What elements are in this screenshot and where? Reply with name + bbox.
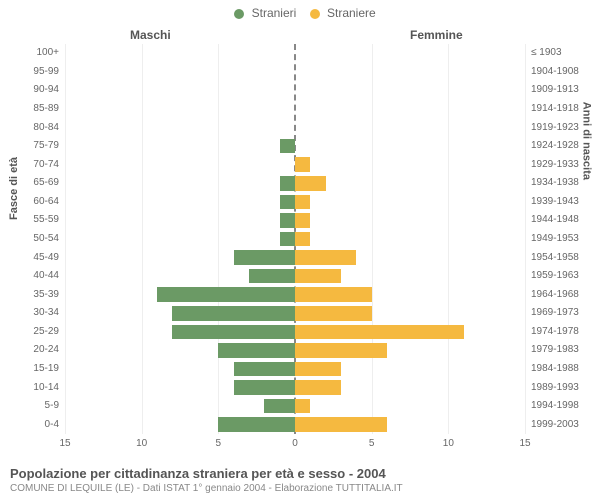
bar-male <box>280 139 295 153</box>
chart-footer: Popolazione per cittadinanza straniera p… <box>10 466 590 494</box>
y-left-label: 100+ <box>0 47 59 58</box>
y-left-label: 25-29 <box>0 326 59 337</box>
y-right-label: 1954-1958 <box>531 252 579 263</box>
y-right-label: 1959-1963 <box>531 270 579 281</box>
gridline <box>525 44 526 434</box>
bar-female <box>295 417 387 431</box>
y-left-label: 90-94 <box>0 84 59 95</box>
bar-female <box>295 269 341 283</box>
y-right-label: 1994-1998 <box>531 400 579 411</box>
y-right-label: 1929-1933 <box>531 159 579 170</box>
y-left-label: 95-99 <box>0 66 59 77</box>
bar-female <box>295 362 341 376</box>
bar-male <box>218 343 295 357</box>
x-tick-label: 5 <box>216 438 222 449</box>
gridline <box>372 44 373 434</box>
y-left-label: 70-74 <box>0 159 59 170</box>
bar-male <box>280 195 295 209</box>
y-left-label: 0-4 <box>0 419 59 430</box>
y-axis-right-title: Anni di nascita <box>580 102 592 180</box>
y-left-label: 50-54 <box>0 233 59 244</box>
y-left-label: 30-34 <box>0 307 59 318</box>
gridline <box>448 44 449 434</box>
y-left-label: 40-44 <box>0 270 59 281</box>
bar-male <box>249 269 295 283</box>
bar-female <box>295 325 464 339</box>
bar-female <box>295 232 310 246</box>
y-left-label: 15-19 <box>0 363 59 374</box>
bar-female <box>295 195 310 209</box>
legend: Stranieri Straniere <box>0 6 600 20</box>
x-tick-label: 15 <box>59 438 70 449</box>
y-left-label: 35-39 <box>0 289 59 300</box>
y-right-label: 1939-1943 <box>531 196 579 207</box>
bar-female <box>295 157 310 171</box>
gridline <box>142 44 143 434</box>
bar-female <box>295 380 341 394</box>
y-right-label: 1964-1968 <box>531 289 579 300</box>
chart-title: Popolazione per cittadinanza straniera p… <box>10 466 590 481</box>
y-right-label: 1969-1973 <box>531 307 579 318</box>
bar-male <box>280 232 295 246</box>
bar-male <box>280 213 295 227</box>
y-left-label: 55-59 <box>0 214 59 225</box>
bar-male <box>157 287 295 301</box>
bar-male <box>218 417 295 431</box>
legend-label-female: Straniere <box>327 6 376 20</box>
legend-label-male: Stranieri <box>252 6 297 20</box>
y-right-label: 1919-1923 <box>531 122 579 133</box>
bar-female <box>295 213 310 227</box>
bar-female <box>295 399 310 413</box>
bar-female <box>295 250 356 264</box>
chart-subtitle: COMUNE DI LEQUILE (LE) - Dati ISTAT 1° g… <box>10 483 590 494</box>
y-left-label: 60-64 <box>0 196 59 207</box>
x-tick-label: 15 <box>519 438 530 449</box>
bar-male <box>172 325 295 339</box>
x-tick-label: 0 <box>292 438 298 449</box>
bar-female <box>295 306 372 320</box>
y-left-label: 80-84 <box>0 122 59 133</box>
x-tick-label: 5 <box>369 438 375 449</box>
y-right-label: ≤ 1903 <box>531 47 562 58</box>
y-right-label: 1974-1978 <box>531 326 579 337</box>
y-right-label: 1999-2003 <box>531 419 579 430</box>
bar-male <box>264 399 295 413</box>
y-left-label: 65-69 <box>0 177 59 188</box>
y-right-label: 1934-1938 <box>531 177 579 188</box>
y-right-label: 1914-1918 <box>531 103 579 114</box>
female-side-title: Femmine <box>410 28 463 42</box>
x-tick-label: 10 <box>443 438 454 449</box>
y-left-label: 85-89 <box>0 103 59 114</box>
legend-swatch-female <box>310 9 320 19</box>
gridline <box>65 44 66 434</box>
y-left-label: 45-49 <box>0 252 59 263</box>
y-right-label: 1989-1993 <box>531 382 579 393</box>
y-left-label: 5-9 <box>0 400 59 411</box>
bar-male <box>234 380 295 394</box>
y-left-label: 75-79 <box>0 140 59 151</box>
legend-swatch-male <box>234 9 244 19</box>
bar-male <box>234 362 295 376</box>
gridline <box>218 44 219 434</box>
bar-male <box>172 306 295 320</box>
y-right-label: 1909-1913 <box>531 84 579 95</box>
y-right-label: 1924-1928 <box>531 140 579 151</box>
y-left-label: 10-14 <box>0 382 59 393</box>
y-left-label: 20-24 <box>0 344 59 355</box>
bar-male <box>234 250 295 264</box>
bar-male <box>280 176 295 190</box>
y-right-label: 1949-1953 <box>531 233 579 244</box>
plot-area <box>65 44 525 434</box>
bar-female <box>295 176 326 190</box>
male-side-title: Maschi <box>130 28 171 42</box>
bar-female <box>295 343 387 357</box>
x-tick-label: 10 <box>136 438 147 449</box>
y-right-label: 1984-1988 <box>531 363 579 374</box>
bar-female <box>295 287 372 301</box>
y-right-label: 1944-1948 <box>531 214 579 225</box>
population-pyramid-chart: Stranieri Straniere Maschi Femmine Fasce… <box>0 0 600 500</box>
y-right-label: 1979-1983 <box>531 344 579 355</box>
y-right-label: 1904-1908 <box>531 66 579 77</box>
